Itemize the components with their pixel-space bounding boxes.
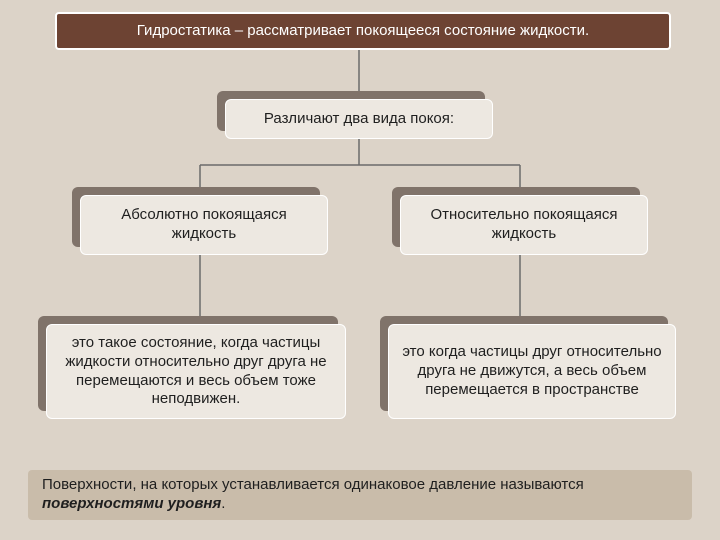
footer-text-em: поверхностями уровня [42,495,221,512]
level1-box: Различают два вида покоя: [225,99,493,139]
level2-right-box: Относительно покоящаяся жидкость [400,195,648,255]
level2-right-text: Относительно покоящаяся жидкость [413,206,635,244]
level2-left-text: Абсолютно покоящаяся жидкость [93,206,315,244]
footer-text: Поверхности, на которых устанавливается … [42,476,678,514]
title-text: Гидростатика – рассматривает покоящееся … [137,22,589,41]
level1-text: Различают два вида покоя: [264,110,454,129]
level3-right-box: это когда частицы друг относительно друг… [388,324,676,419]
level3-right-text: это когда частицы друг относительно друг… [401,343,663,399]
level3-left-box: это такое состояние, когда частицы жидко… [46,324,346,419]
title-box: Гидростатика – рассматривает покоящееся … [55,12,671,50]
footer-box: Поверхности, на которых устанавливается … [28,470,692,520]
footer-text-after: . [221,495,225,512]
level3-left-text: это такое состояние, когда частицы жидко… [59,334,333,409]
background [0,0,720,540]
footer-text-before: Поверхности, на которых устанавливается … [42,476,584,493]
level2-left-box: Абсолютно покоящаяся жидкость [80,195,328,255]
